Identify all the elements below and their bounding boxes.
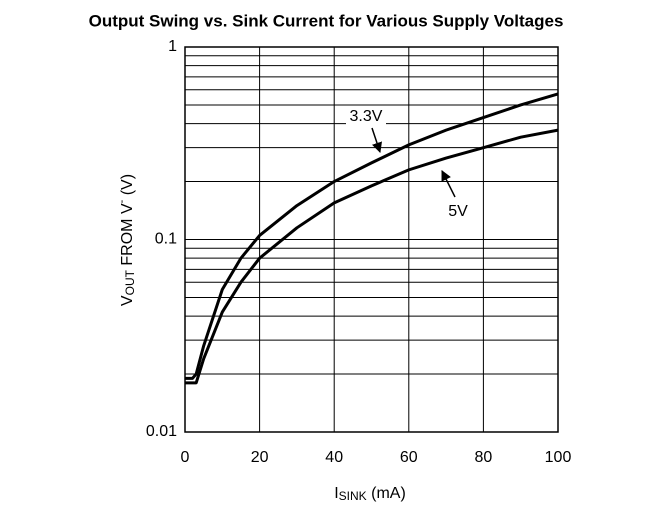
y-label-sup: -: [116, 199, 128, 203]
series-annotation: 5V: [448, 203, 468, 220]
y-tick-label: 0.1: [155, 231, 177, 248]
series-annotation: 3.3V: [350, 108, 383, 125]
x-axis-label: ISINK (mA): [334, 485, 406, 503]
x-tick-label: 100: [545, 449, 572, 466]
x-label-part: I: [334, 485, 338, 502]
plot-frame: [184, 46, 559, 433]
chart-title: Output Swing vs. Sink Current for Variou…: [89, 11, 564, 30]
y-label-part: FROM V: [119, 203, 136, 270]
y-label-part: (V): [119, 174, 136, 200]
series-line: [185, 92, 559, 380]
series-line: [185, 128, 559, 385]
y-label-part: V: [119, 295, 136, 306]
annotation-arrow: [371, 127, 382, 153]
x-tick-label: 20: [251, 449, 269, 466]
y-tick-label: 1: [168, 38, 177, 55]
y-label-sub: OUT: [123, 269, 137, 295]
y-axis-label: VOUT FROM V- (V): [116, 174, 137, 306]
annotation-bg: [438, 202, 478, 222]
x-tick-label: 60: [400, 449, 418, 466]
x-tick-label: 0: [181, 449, 190, 466]
x-tick-label: 40: [325, 449, 343, 466]
annotation-arrow: [441, 170, 456, 198]
annotation-bg: [346, 107, 386, 127]
x-label-sub: SINK: [339, 489, 367, 503]
x-label-part: (mA): [367, 485, 406, 502]
y-tick-label: 0.01: [146, 423, 177, 440]
x-tick-label: 80: [475, 449, 493, 466]
